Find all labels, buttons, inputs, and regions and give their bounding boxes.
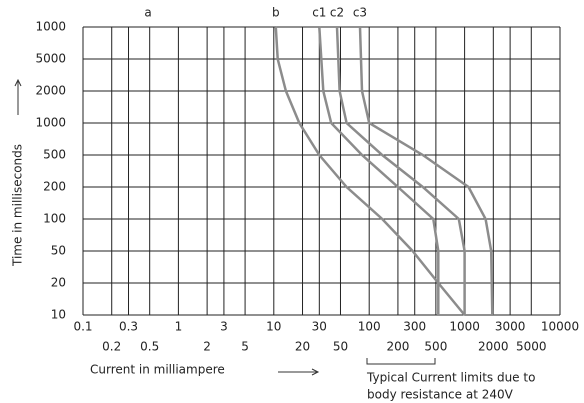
x-tick-label: 20 [295,340,310,354]
x-tick-label: 30 [312,320,327,334]
x-tick-label: 500 [424,340,447,354]
y-tick-label: 1000 [35,20,66,34]
series-label: c3 [353,6,367,20]
curve [335,26,466,315]
x-tick-label: 10 [266,320,281,334]
series-label: c2 [330,6,344,20]
curve [274,26,466,316]
y-tick-label: 10 [51,308,66,322]
x-tick-label: 1000 [449,320,480,334]
arrow [278,368,320,376]
y-tick-label: 2000 [35,84,66,98]
y-tick-label: 500 [43,148,66,162]
annotation: body resistance at 240V [367,388,514,402]
annotation: a [144,6,151,20]
annotation: Typical Current limits due to [366,371,535,385]
x-tick-label: 0.5 [140,340,159,354]
x-tick-label: 3000 [495,320,526,334]
y-axis-label: Time in milliseconds [11,144,25,267]
x-tick-label: 0.1 [73,320,92,334]
y-tick-label: 1000 [35,116,66,130]
x-tick-label: 200 [386,340,409,354]
x-tick-label: 0.2 [102,340,121,354]
curve [318,26,440,315]
x-tick-label: 50 [333,340,348,354]
y-tick-label: 20 [51,276,66,290]
y-tick-label: 50 [51,244,66,258]
x-tick-label: 5 [241,340,249,354]
x-tick-label: 100 [358,320,381,334]
y-tick-label: 200 [43,180,66,194]
y-tick-label: 5000 [35,52,66,66]
bracket [366,358,436,365]
x-tick-label: 0.3 [119,320,138,334]
x-axis-label: Current in milliampere [90,363,225,377]
x-tick-label: 1 [175,320,183,334]
x-tick-label: 2 [203,340,211,354]
x-tick-label: 5000 [516,340,547,354]
x-tick-label: 3 [220,320,228,334]
y-tick-label: 100 [43,212,66,226]
arrow [14,78,22,115]
x-tick-label: 2000 [478,340,509,354]
x-tick-label: 300 [403,320,426,334]
series-label: c1 [312,6,326,20]
series-label: b [272,6,280,20]
x-tick-label: 10000 [541,320,579,334]
curve [358,26,494,316]
